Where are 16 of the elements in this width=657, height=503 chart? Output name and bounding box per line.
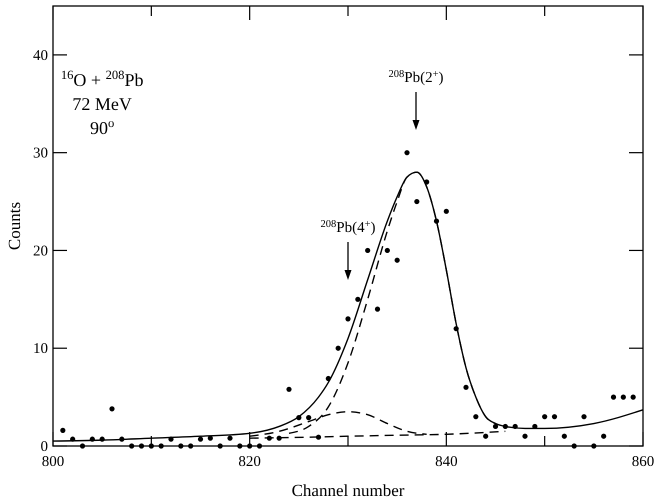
annotation: $^{16}$O + $^{208}$Pb <box>60 68 144 90</box>
x-tick-label: 840 <box>435 454 458 470</box>
y-tick-label: 0 <box>40 439 48 455</box>
x-tick-label: 820 <box>238 454 261 470</box>
annotation: $^{208}$Pb(4$^{+}$) <box>320 218 376 236</box>
y-tick-label: 30 <box>33 146 48 162</box>
annotation: 72 MeV <box>72 94 132 114</box>
x-axis-title: Channel number <box>292 481 405 500</box>
y-tick-label: 40 <box>33 48 48 64</box>
y-tick-label: 10 <box>33 341 48 358</box>
annotation: 90$^{o}$ <box>90 116 114 138</box>
x-tick-label: 860 <box>632 454 654 470</box>
y-axis-title: Counts <box>5 202 24 250</box>
y-tick-label: 20 <box>33 243 48 260</box>
annotation: $^{208}$Pb(2$^{+}$) <box>388 68 444 86</box>
x-tick-label: 800 <box>42 454 64 470</box>
